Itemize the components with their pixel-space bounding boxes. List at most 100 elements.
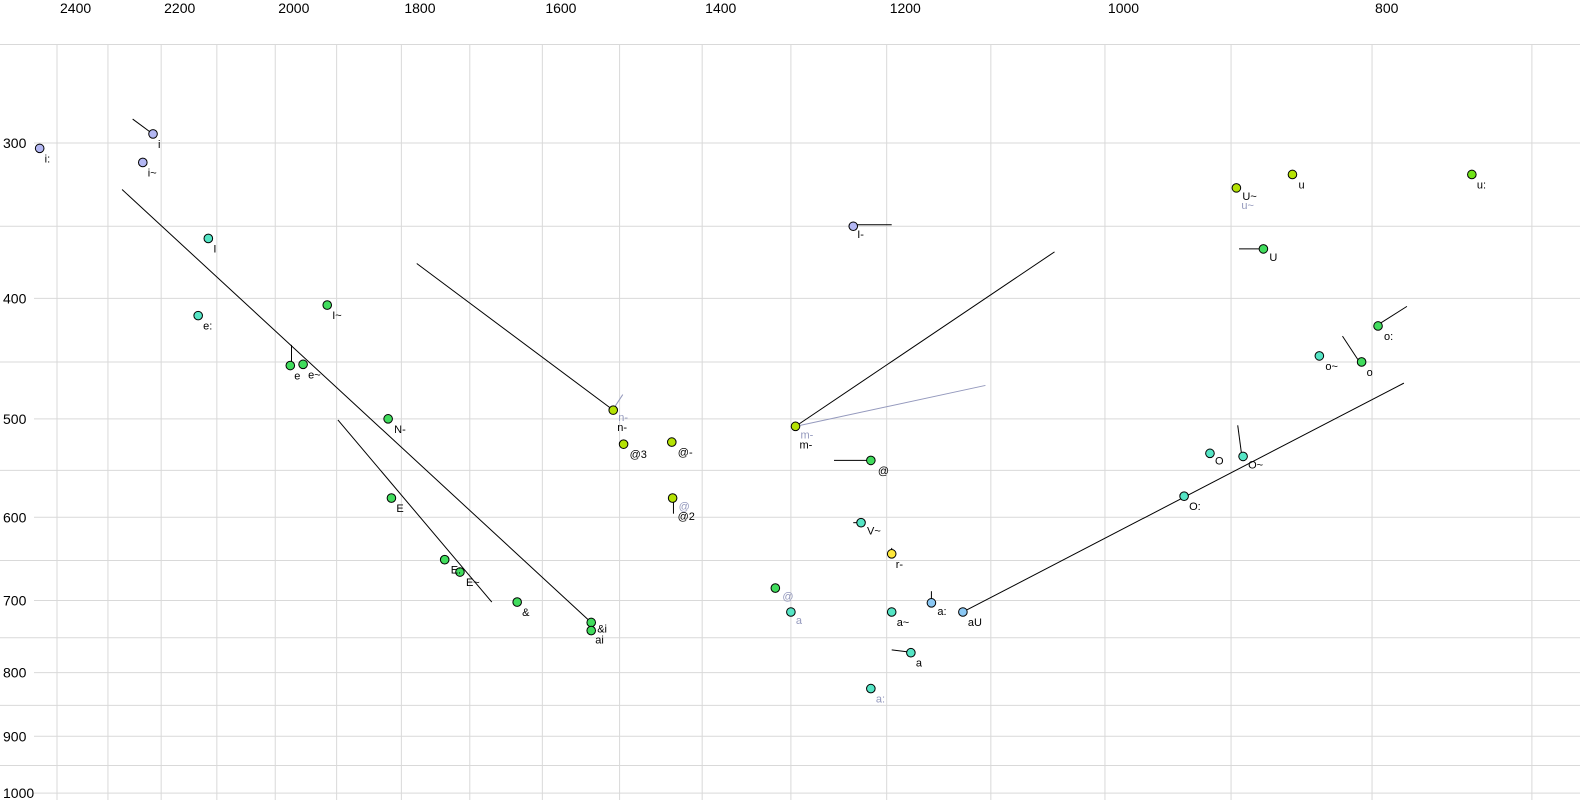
trace-line [337, 419, 493, 603]
trace-lines [121, 118, 1408, 653]
point-label: a: [876, 694, 885, 706]
data-point-O [1205, 448, 1215, 459]
y-axis-label-backing [0, 135, 34, 150]
data-point-@3 [618, 439, 629, 449]
point-label: a~ [897, 617, 910, 629]
data-point-u: [1467, 169, 1477, 180]
data-point-n- [608, 405, 619, 415]
x-axis-tick-label: 2200 [164, 0, 195, 16]
data-point-U [1258, 244, 1269, 254]
data-point-U~ [1231, 183, 1242, 193]
data-point-aU [958, 607, 968, 617]
point-label: @3 [630, 449, 647, 461]
data-point-& [512, 597, 522, 607]
y-axis-label-backing [0, 592, 34, 608]
point-label: i: [45, 153, 51, 165]
point-label: i~ [148, 167, 157, 179]
trace-line [1377, 305, 1408, 326]
trace-line [613, 394, 624, 409]
y-axis-tick-label: 500 [3, 411, 27, 427]
data-point-a: [926, 598, 937, 608]
point-label: E [396, 503, 403, 515]
x-axis-tick-label: 1400 [705, 0, 736, 16]
point-label: u: [1477, 179, 1486, 191]
trace-line [132, 118, 151, 133]
point-label: e [294, 371, 300, 383]
point-label: E: [451, 565, 461, 577]
data-point-o: [1373, 321, 1383, 331]
data-point-i~ [137, 157, 148, 168]
point-label: a [916, 658, 923, 670]
data-point-a [906, 647, 916, 658]
point-label: @ [878, 465, 889, 477]
point-label-secondary: @2 [678, 511, 695, 523]
x-axis-tick-label: 2000 [278, 0, 309, 16]
point-label: O~ [1248, 459, 1263, 471]
y-axis-label-backing [0, 664, 34, 680]
data-point-E: [439, 554, 450, 565]
x-axis-tick-label: 800 [1375, 0, 1399, 16]
point-label: &i [597, 623, 607, 635]
y-axis-label-backing [0, 410, 34, 426]
point-label: ai [595, 635, 604, 647]
data-point-@ [866, 455, 876, 466]
y-axis-label-backing [0, 728, 34, 744]
trace-line [891, 649, 909, 653]
gridlines [0, 44, 1580, 800]
y-axis-tick-label: 600 [3, 509, 27, 525]
point-label: U~ [1242, 191, 1256, 203]
point-label: I- [857, 229, 864, 241]
x-axis-tick-label: 2400 [60, 0, 91, 16]
point-label: E~ [466, 577, 480, 589]
trace-line [795, 384, 986, 427]
data-point-O~ [1238, 451, 1248, 462]
point-label: o [1367, 367, 1373, 379]
data-point-@ [667, 493, 678, 503]
point-label: a [796, 615, 803, 627]
point-label: e~ [308, 369, 321, 381]
data-point-o~ [1314, 351, 1325, 361]
x-axis-tick-label: 1000 [1108, 0, 1139, 16]
data-point-E [386, 493, 397, 503]
data-points [34, 129, 1477, 694]
y-axis-tick-label: 800 [3, 665, 27, 681]
data-point-i [148, 129, 158, 139]
y-axis-label-backing [0, 785, 34, 800]
point-label: @ [782, 591, 793, 603]
data-point-E~ [455, 567, 465, 577]
point-label: m- [800, 429, 813, 441]
y-axis-tick-label: 700 [3, 593, 27, 609]
point-label: O [1215, 455, 1224, 467]
y-axis-tick-label: 400 [3, 290, 27, 306]
data-point-o [1356, 357, 1367, 367]
x-axis-tick-label: 1800 [404, 0, 435, 16]
trace-line [121, 189, 592, 623]
point-label: @ [679, 501, 690, 513]
data-point-a~ [886, 607, 897, 617]
data-point-@- [666, 437, 677, 447]
point-label: e: [203, 321, 212, 333]
data-point-a [786, 607, 796, 617]
point-label: I [213, 243, 216, 255]
point-label: r- [896, 559, 904, 571]
axis-labels: 2400 2200 2000 1800 1600 1400 1200 1000 800 300 40… [0, 0, 1399, 800]
trace-line [1237, 425, 1243, 456]
data-point-@ [770, 583, 781, 593]
data-point-&i [586, 617, 597, 628]
data-point-N- [383, 414, 393, 424]
point-label-secondary: m- [799, 439, 812, 451]
y-axis-label-backing [0, 290, 34, 306]
y-axis-tick-label: 1000 [3, 785, 34, 800]
data-point-e~ [298, 359, 308, 370]
data-point-V~ [856, 517, 866, 528]
point-label: V~ [867, 526, 881, 538]
point-label: o: [1384, 331, 1393, 343]
data-point-u [1287, 169, 1298, 180]
point-label: @- [678, 447, 693, 459]
data-point-I- [848, 221, 859, 232]
point-label-secondary: u~ [1241, 200, 1254, 212]
data-point-r- [886, 549, 897, 559]
point-label: U [1269, 252, 1277, 264]
